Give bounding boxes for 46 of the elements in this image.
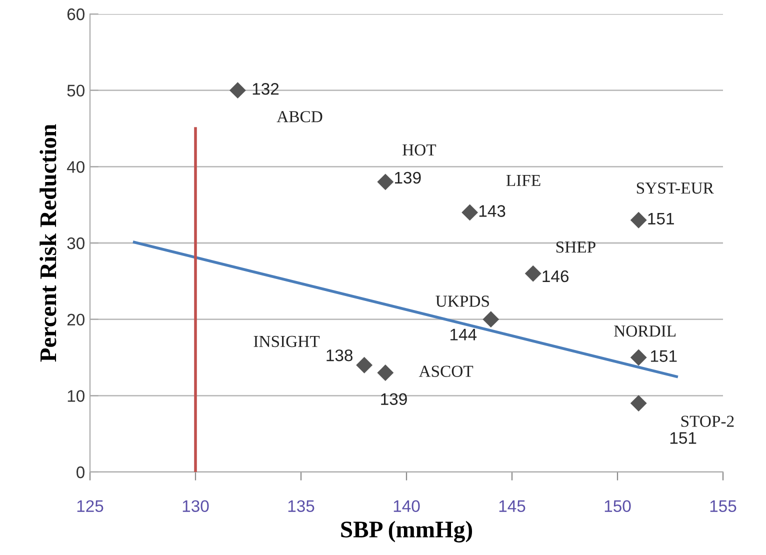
y-tick-label: 10 — [68, 390, 84, 402]
y-tick-label: 30 — [67, 237, 84, 250]
annotation: ABCD — [276, 111, 322, 122]
y-tick-label: 20 — [67, 314, 84, 326]
point — [482, 311, 500, 328]
x-tick-label: 155 — [710, 500, 736, 512]
annotation: SYST-EUR — [636, 182, 714, 194]
point — [630, 212, 647, 228]
annotation: INSIGHT — [254, 336, 320, 348]
point — [462, 204, 478, 221]
annotation: UKPDS — [436, 296, 489, 307]
x-tick-label: 130 — [182, 500, 209, 512]
annotation: 151 — [648, 212, 674, 225]
point — [630, 395, 647, 412]
x-tick-label: 125 — [77, 500, 104, 512]
annotation: 151 — [670, 432, 696, 444]
annotation: 132 — [252, 83, 279, 95]
annotation: NORDIL — [614, 325, 676, 337]
x-axis-title: SBP (mmHg) — [341, 520, 472, 542]
y-tick-label: 40 — [66, 161, 84, 173]
annotation: 138 — [326, 349, 352, 362]
point — [630, 349, 647, 366]
y-axis-title: Percent Risk Reduction — [40, 124, 56, 362]
annotation: 143 — [479, 205, 506, 217]
annotation: HOT — [402, 144, 436, 156]
point — [377, 364, 394, 381]
annotation: STOP-2 — [681, 416, 734, 427]
annotation: 146 — [542, 270, 569, 282]
point — [377, 174, 394, 190]
annotation: 144 — [450, 328, 477, 340]
annotation: 139 — [381, 393, 407, 406]
x-tick-label: 135 — [288, 500, 314, 512]
point — [229, 82, 246, 99]
y-tick-label: 0 — [76, 466, 84, 478]
point — [524, 265, 542, 282]
point — [356, 356, 373, 374]
annotation: ASCOT — [418, 366, 474, 377]
x-tick-label: 145 — [499, 500, 526, 512]
annotation: LIFE — [506, 175, 540, 186]
y-tick-label: 60 — [67, 8, 84, 20]
annotation: SHEP — [556, 242, 596, 253]
x-tick-label: 140 — [394, 500, 420, 512]
annotation: 151 — [650, 350, 677, 362]
annotation: 139 — [395, 172, 421, 184]
x-tick-label: 150 — [604, 500, 631, 512]
y-tick-label: 50 — [67, 84, 84, 97]
